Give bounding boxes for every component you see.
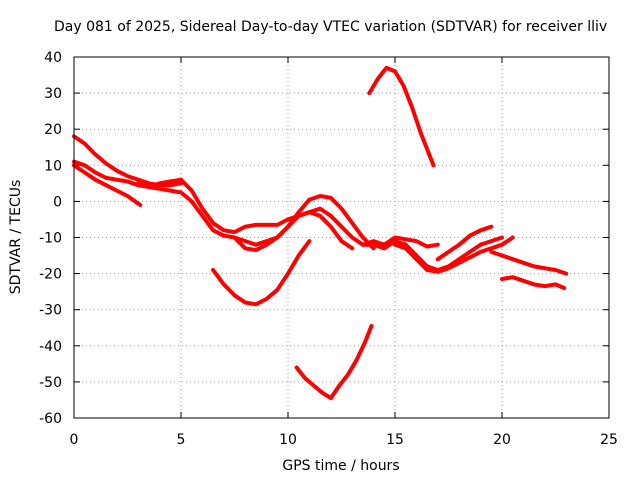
y-tick-label: -60 [39, 411, 62, 427]
y-tick-label: 30 [44, 86, 62, 102]
y-tick-labels: -60 -50 -40 -30 -20 -10 0 10 20 30 40 [39, 50, 62, 427]
y-tick-label: -40 [39, 339, 62, 355]
x-tick-label: 15 [386, 432, 404, 448]
series-line-arc-2 [72, 159, 290, 235]
series-line-arc-1 [72, 134, 183, 188]
series-line-arc-14 [294, 323, 374, 401]
y-tick-label: 40 [44, 50, 62, 66]
series-line-arc-11 [500, 275, 567, 290]
series-line-arc-9 [435, 224, 494, 262]
series-line-arc-3 [72, 163, 143, 207]
plot-frame [73, 56, 610, 419]
x-tick-label: 0 [70, 432, 79, 448]
y-axis-label: SDTVAR / TECUs [8, 180, 24, 295]
y-tick-label: -30 [39, 303, 62, 319]
series-line-arc-5 [232, 194, 376, 253]
x-tick-label: 20 [493, 432, 511, 448]
chart-title: Day 081 of 2025, Sidereal Day-to-day VTE… [54, 19, 607, 35]
y-tick-label: 10 [44, 158, 62, 174]
x-axis-label: GPS time / hours [282, 458, 399, 474]
series-line-arc-6 [286, 206, 504, 272]
x-tick-labels: 0 5 10 15 20 25 [70, 432, 618, 448]
series-line-arc-8 [393, 235, 515, 274]
series-line-arc-7 [360, 235, 440, 249]
y-tick-label: 20 [44, 122, 62, 138]
y-tick-label: -10 [39, 231, 62, 247]
y-tick-label: -50 [39, 375, 62, 391]
y-tick-label: -20 [39, 267, 62, 283]
x-tick-label: 5 [177, 432, 186, 448]
x-tick-label: 25 [600, 432, 618, 448]
series-line-arc-12 [211, 239, 312, 307]
y-tick-label: 0 [53, 194, 62, 210]
series-line-arc-10 [489, 249, 569, 276]
series-line-arc-4 [136, 181, 355, 251]
series-line-arc-13 [367, 65, 436, 168]
x-tick-label: 10 [279, 432, 297, 448]
data-series [72, 65, 569, 401]
